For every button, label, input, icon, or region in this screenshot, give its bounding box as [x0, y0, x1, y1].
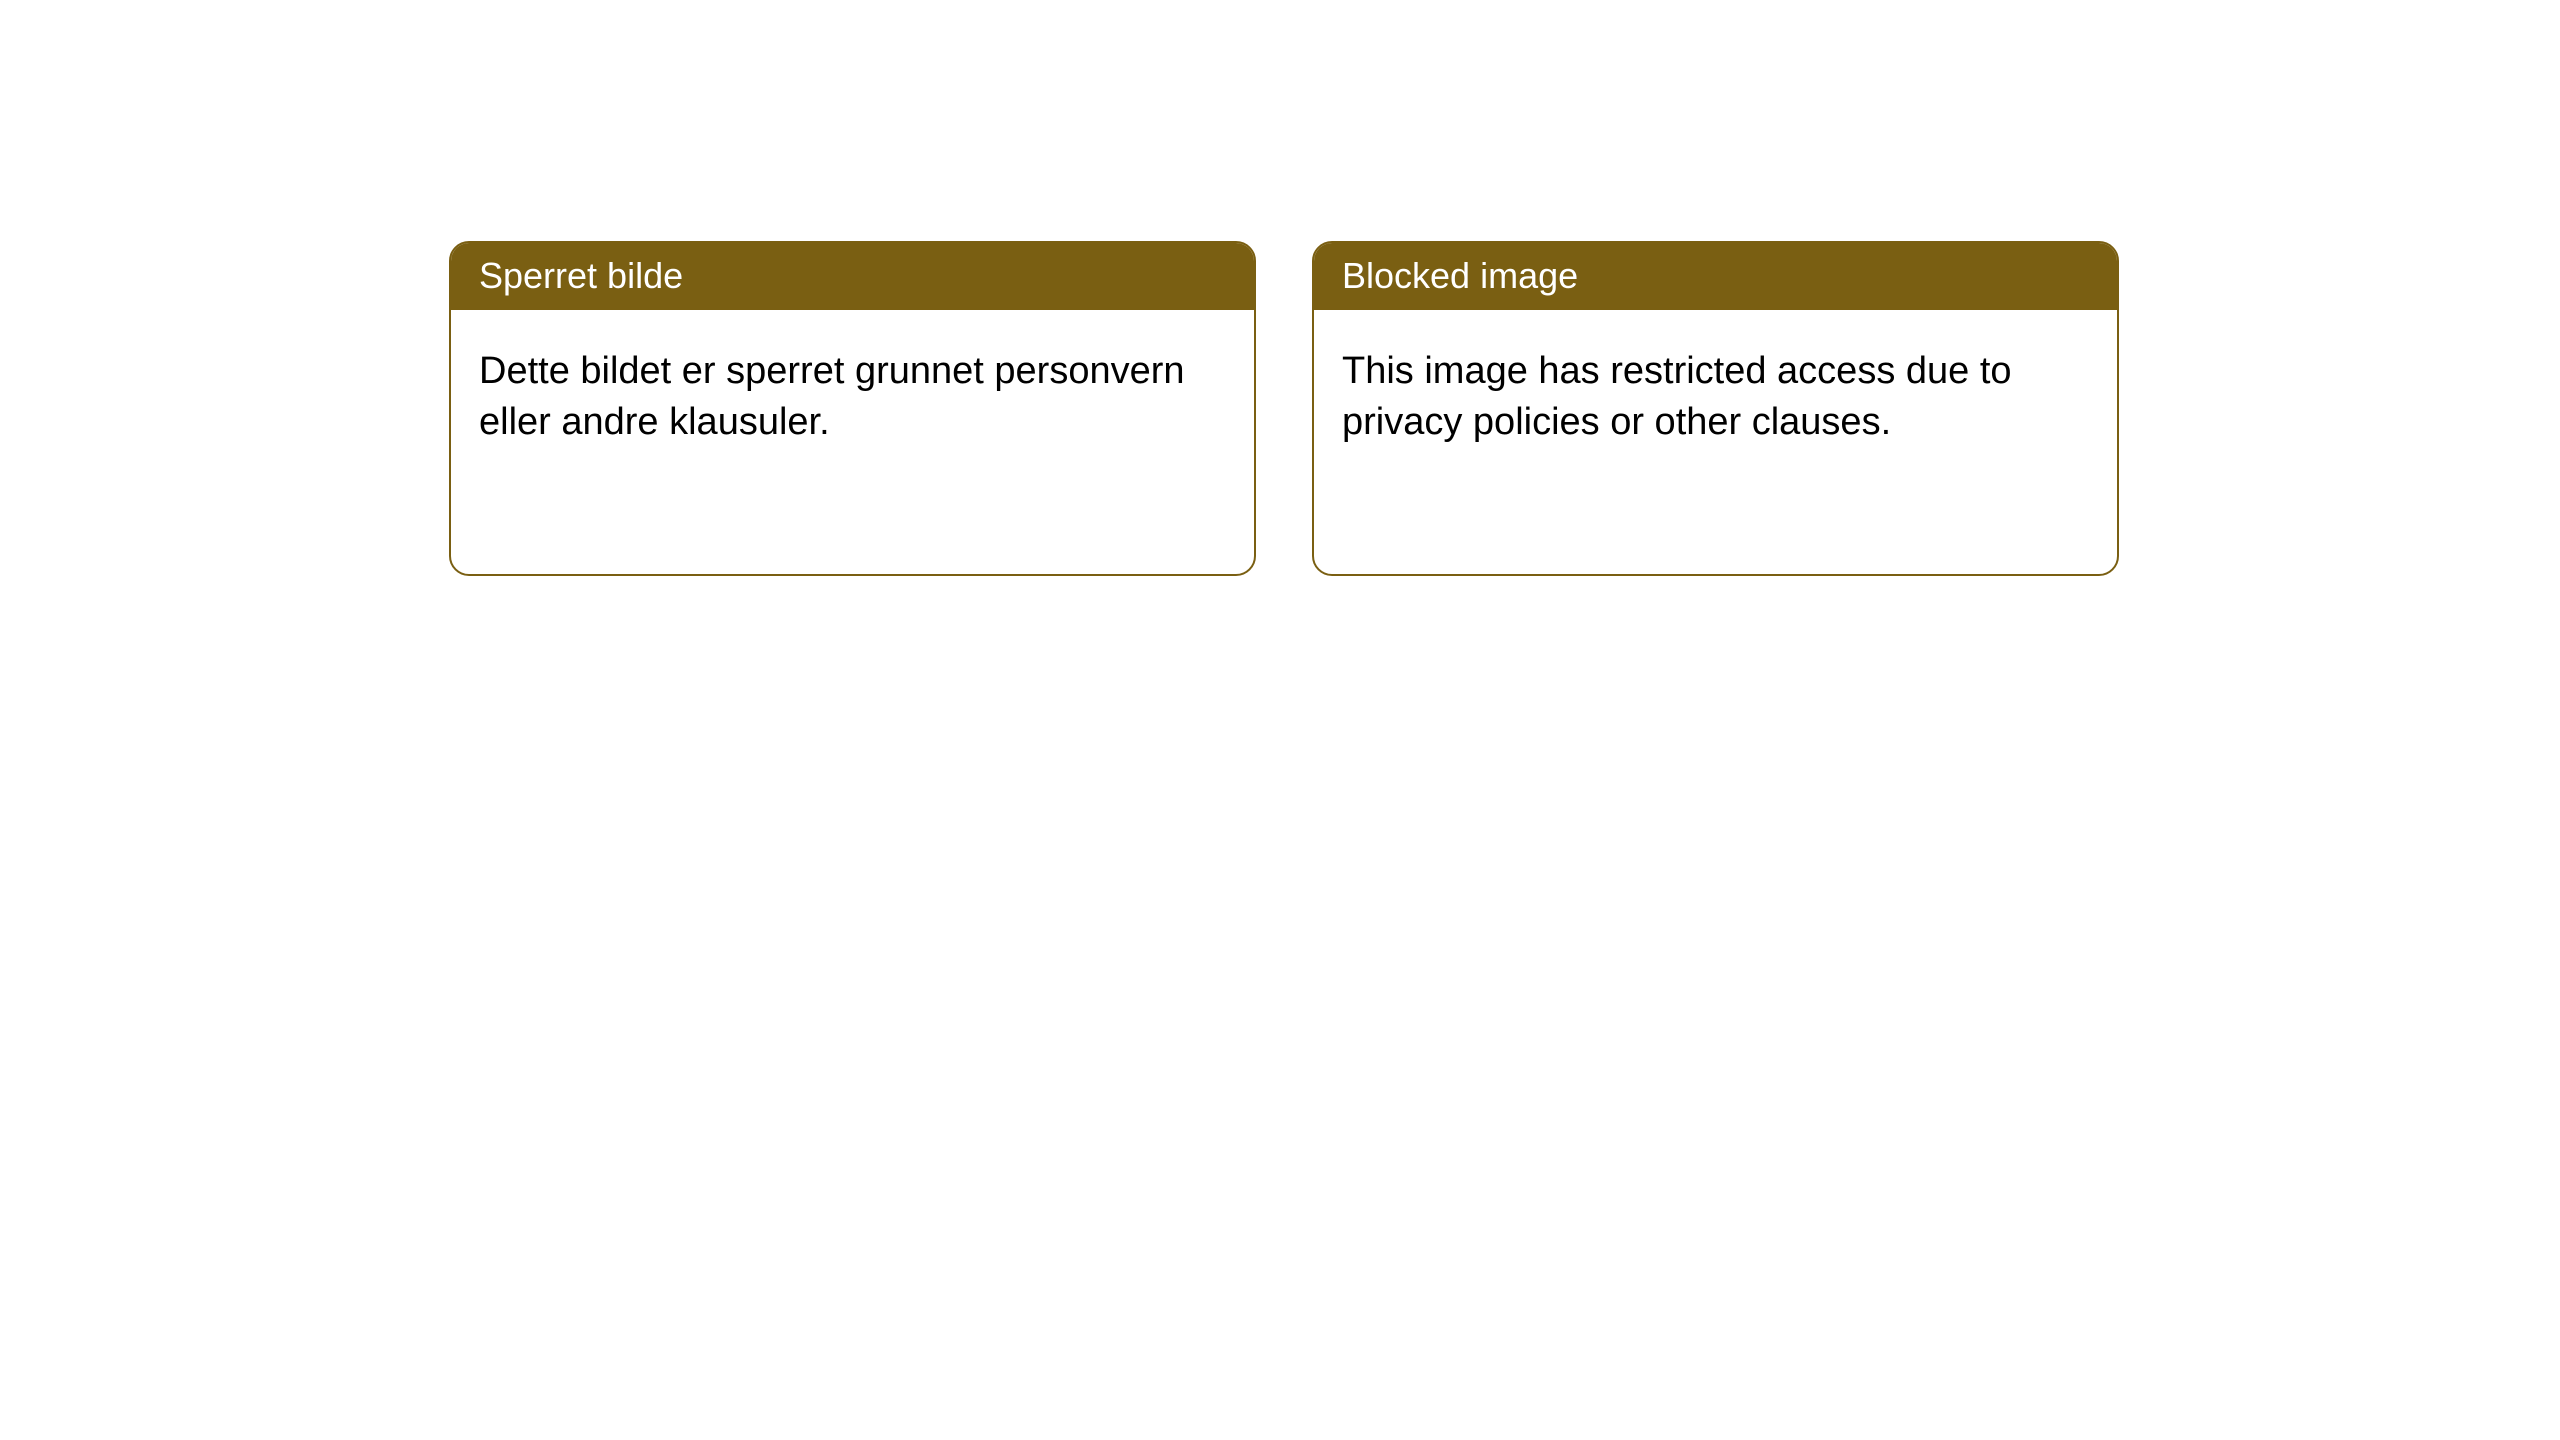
notice-container: Sperret bilde Dette bildet er sperret gr… — [0, 0, 2560, 576]
notice-header: Sperret bilde — [451, 243, 1254, 310]
notice-card-english: Blocked image This image has restricted … — [1312, 241, 2119, 576]
notice-header: Blocked image — [1314, 243, 2117, 310]
notice-body: This image has restricted access due to … — [1314, 310, 2117, 485]
notice-card-norwegian: Sperret bilde Dette bildet er sperret gr… — [449, 241, 1256, 576]
notice-body: Dette bildet er sperret grunnet personve… — [451, 310, 1254, 485]
